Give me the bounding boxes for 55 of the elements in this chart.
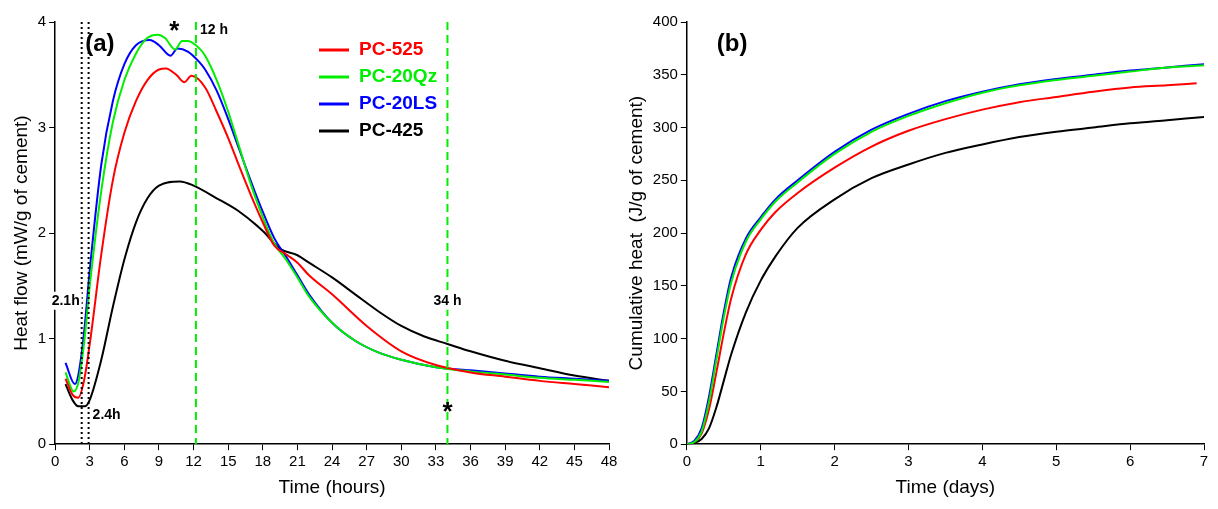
x-tick-label: 21 (289, 452, 306, 470)
y-tick-label: 100 (652, 328, 678, 346)
y-tick-label: 0 (37, 434, 47, 452)
annotation: * (169, 15, 181, 46)
x-tick-label: 1 (756, 452, 765, 470)
legend-label: PC-20LS (359, 92, 438, 114)
y-tick-label: 150 (652, 276, 678, 294)
x-tick-label: 12 (185, 452, 202, 470)
x-tick-label: 0 (682, 452, 691, 470)
ref-line-label: 2.4h (92, 405, 121, 422)
x-tick-label: 4 (978, 452, 987, 470)
annotation: * (442, 396, 454, 427)
y-tick-label: 300 (652, 117, 678, 135)
y-tick-label: 350 (652, 64, 678, 82)
y-tick-label: 50 (661, 381, 678, 399)
x-tick-label: 27 (358, 452, 376, 470)
x-tick-label: 3 (85, 452, 94, 470)
x-tick-label: 18 (254, 452, 272, 470)
x-tick-label: 42 (531, 452, 549, 470)
x-tick-label: 3 (904, 452, 913, 470)
ref-line-label: 2.1h (51, 291, 80, 308)
legend-label: PC-425 (359, 119, 424, 141)
x-tick-label: 39 (496, 452, 514, 470)
y-axis-title: Heat flow (mW/g of cement) (9, 115, 31, 351)
x-tick-label: 33 (427, 452, 445, 470)
y-tick-label: 400 (652, 12, 678, 30)
y-tick-label: 200 (652, 223, 678, 241)
x-tick-label: 30 (392, 452, 410, 470)
x-tick-label: 9 (154, 452, 164, 470)
x-tick-label: 45 (566, 452, 583, 470)
y-tick-label: 3 (37, 117, 47, 135)
y-tick-label: 0 (669, 434, 678, 452)
y-tick-label: 2 (37, 223, 47, 241)
ref-line-label: 34 h (433, 291, 462, 308)
legend-label: PC-20Qz (359, 65, 438, 87)
y-tick-label: 250 (652, 170, 678, 188)
x-axis-title: Time (days) (895, 475, 996, 497)
y-tick-label: 4 (37, 12, 47, 30)
x-tick-label: 0 (50, 452, 60, 470)
x-tick-label: 48 (600, 452, 618, 470)
x-tick-label: 7 (1199, 452, 1209, 470)
x-tick-label: 15 (219, 452, 237, 470)
y-tick-label: 1 (37, 328, 47, 346)
ref-line-label: 12 h (199, 21, 228, 38)
x-tick-label: 2 (830, 452, 839, 470)
y-axis-title: Cumulative heat (J/g of cement) (624, 95, 646, 371)
x-tick-label: 24 (323, 452, 341, 470)
x-tick-label: 5 (1052, 452, 1061, 470)
chart-title: (b) (716, 28, 748, 56)
x-tick-label: 6 (1125, 452, 1135, 470)
x-tick-label: 6 (120, 452, 129, 470)
chart-title: (a) (85, 28, 115, 56)
legend-label: PC-525 (359, 38, 424, 60)
x-axis-title: Time (hours) (278, 475, 386, 497)
x-tick-label: 36 (462, 452, 479, 470)
